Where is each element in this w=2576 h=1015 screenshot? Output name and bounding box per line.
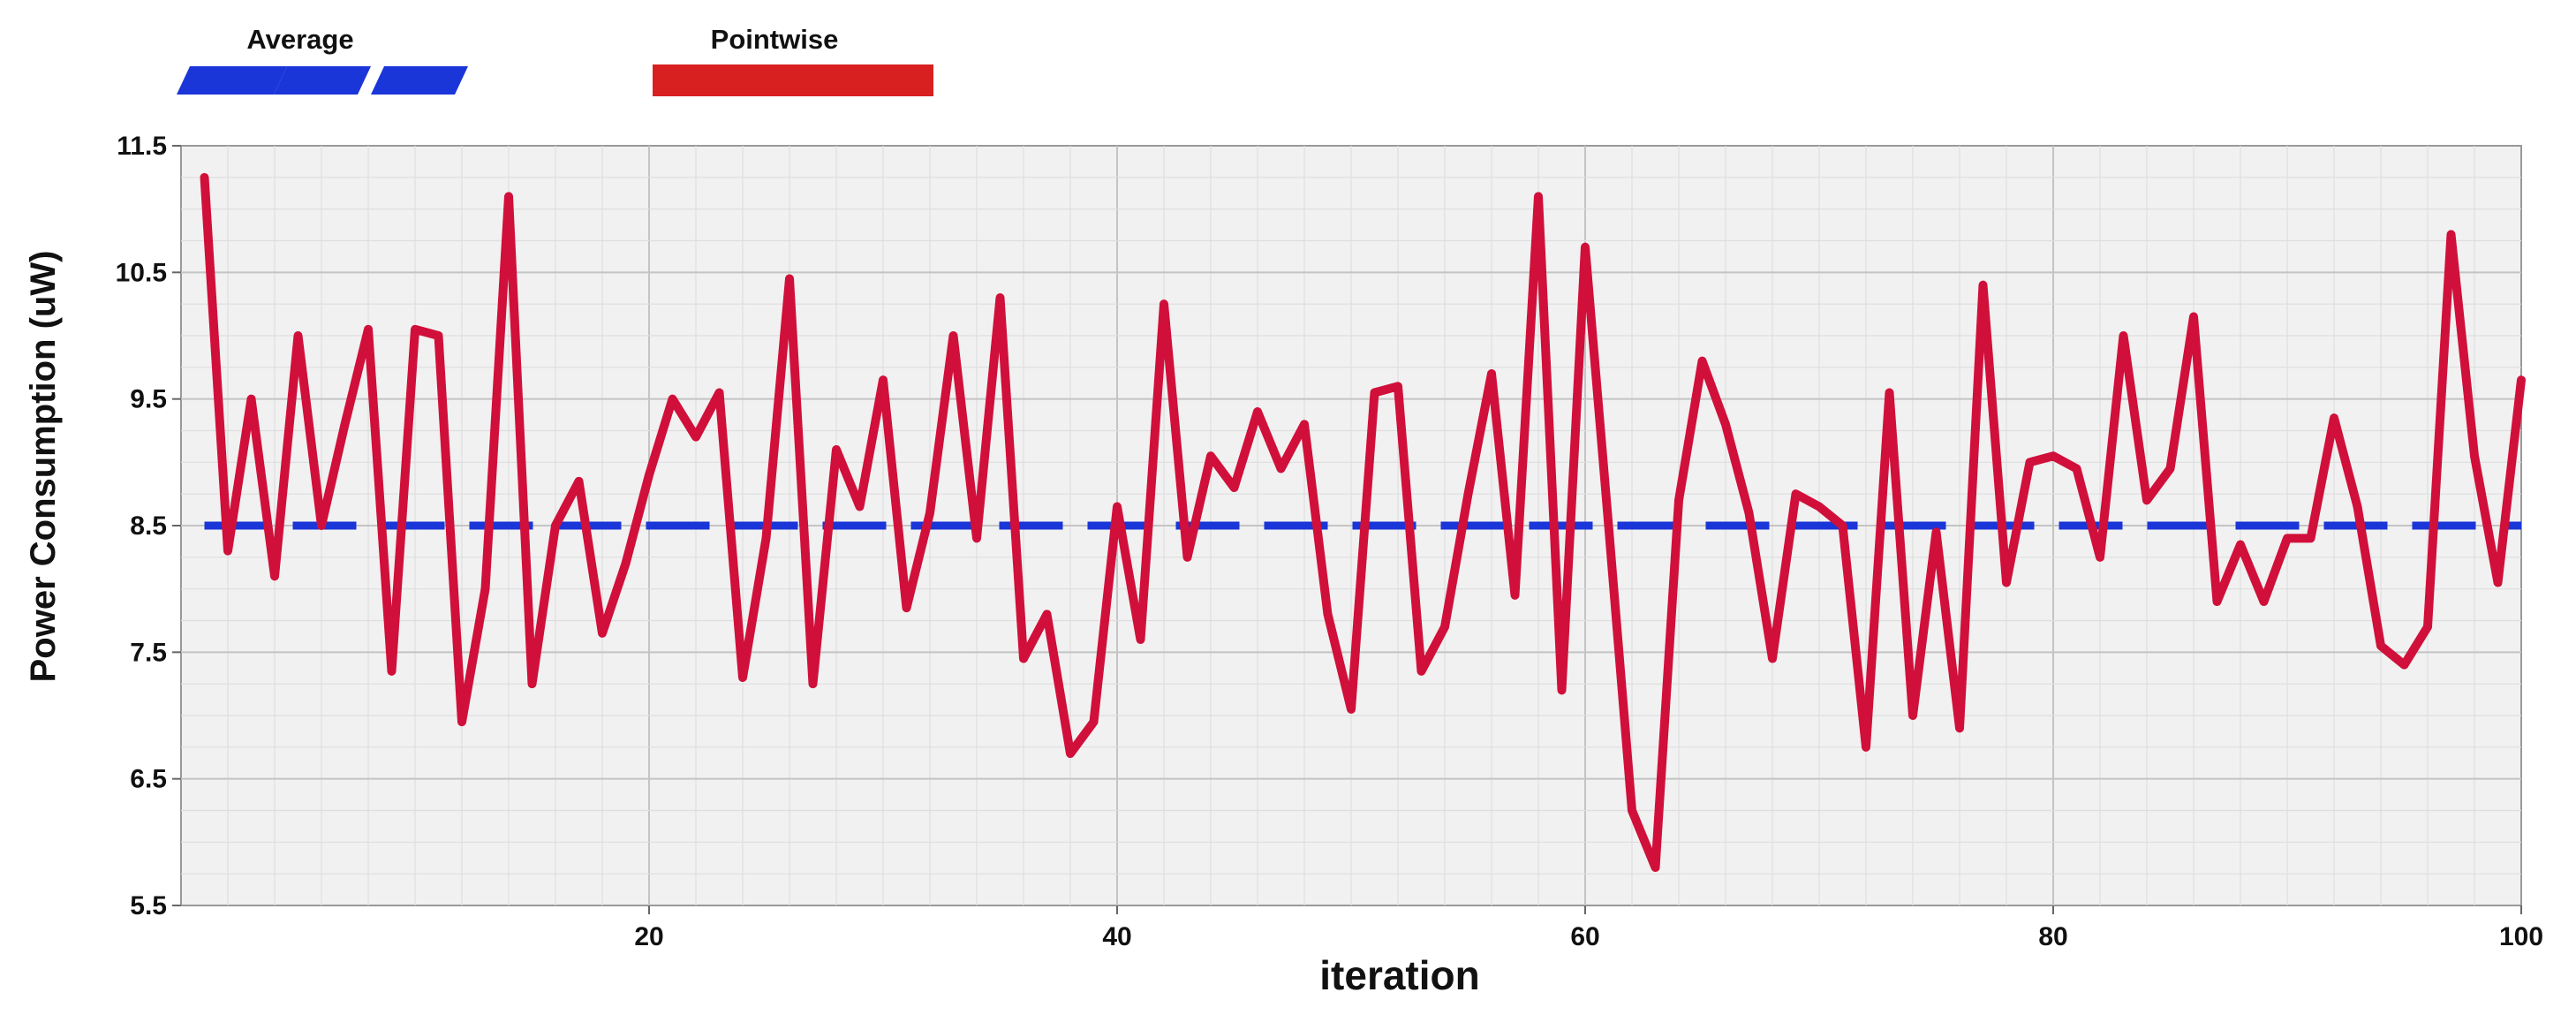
x-tick-label: 60 [1570, 922, 1599, 951]
y-tick-label: 8.5 [130, 511, 167, 541]
x-tick-label: 100 [2499, 922, 2543, 951]
legend: Average Pointwise [177, 24, 933, 96]
y-axis-title: Power Consumption (uW) [24, 251, 63, 683]
y-tick-label: 11.5 [117, 132, 167, 161]
y-tick-label: 7.5 [130, 638, 167, 667]
legend-item-average: Average [177, 24, 468, 95]
y-tick-label: 9.5 [130, 385, 167, 414]
x-axis: 20 40 60 80 100 [634, 905, 2543, 951]
legend-label-average: Average [246, 24, 353, 55]
y-tick-label: 10.5 [116, 258, 167, 287]
legend-label-pointwise: Pointwise [711, 24, 839, 55]
x-tick-label: 20 [634, 922, 663, 951]
legend-swatch-average-dash-1 [177, 66, 287, 95]
series-layer [200, 172, 2526, 872]
legend-swatch-average-dash-3 [371, 66, 468, 95]
y-tick-label: 6.5 [130, 765, 167, 794]
legend-swatch-average-dash-2 [274, 66, 371, 95]
x-axis-title: iteration [1319, 952, 1479, 998]
legend-swatch-pointwise [653, 64, 933, 96]
y-tick-label: 5.5 [130, 891, 167, 920]
y-axis: 5.5 6.5 7.5 8.5 9.5 10.5 11.5 [116, 132, 181, 920]
series-line-pointwise [200, 172, 2526, 872]
legend-item-pointwise: Pointwise [653, 24, 933, 96]
x-tick-label: 40 [1102, 922, 1131, 951]
x-tick-label: 80 [2038, 922, 2067, 951]
